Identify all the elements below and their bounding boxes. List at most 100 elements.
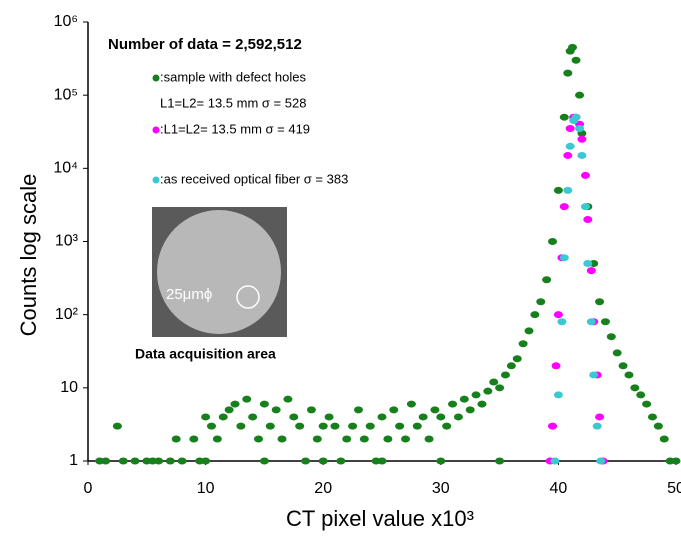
point bbox=[577, 151, 587, 159]
x-tick-label: 0 bbox=[84, 480, 93, 497]
point bbox=[580, 203, 590, 211]
point bbox=[289, 413, 299, 421]
point bbox=[424, 435, 434, 443]
point bbox=[506, 362, 516, 370]
inset-caption: Data acquisition area bbox=[135, 346, 276, 362]
x-axis-label: CT pixel value x10³ bbox=[286, 506, 474, 531]
point bbox=[259, 400, 269, 408]
point bbox=[295, 422, 305, 430]
point bbox=[565, 125, 575, 133]
point bbox=[548, 238, 558, 245]
point bbox=[580, 171, 590, 179]
point bbox=[636, 391, 646, 399]
point bbox=[118, 457, 128, 465]
point bbox=[536, 298, 546, 306]
point bbox=[259, 457, 269, 465]
point bbox=[218, 413, 228, 421]
point bbox=[465, 406, 475, 414]
point bbox=[592, 422, 602, 430]
legend-marker bbox=[152, 176, 160, 184]
y-tick-label: 10⁵ bbox=[54, 86, 78, 103]
x-tick-label: 30 bbox=[432, 480, 450, 497]
legend-label: :L1=L2= 13.5 mm σ = 419 bbox=[160, 121, 310, 136]
point bbox=[201, 457, 211, 465]
point bbox=[630, 384, 640, 392]
point bbox=[575, 125, 585, 133]
point bbox=[586, 318, 596, 326]
point bbox=[563, 69, 573, 77]
point bbox=[559, 254, 569, 262]
point bbox=[448, 400, 458, 408]
point bbox=[583, 215, 593, 223]
point bbox=[365, 422, 375, 430]
point bbox=[377, 457, 387, 465]
point bbox=[336, 457, 346, 465]
x-tick-label: 20 bbox=[314, 480, 332, 497]
point bbox=[575, 91, 585, 99]
point bbox=[359, 435, 369, 443]
point bbox=[571, 56, 581, 64]
point bbox=[418, 413, 428, 421]
x-tick-label: 50 bbox=[667, 480, 681, 497]
point bbox=[606, 333, 616, 341]
point bbox=[377, 413, 387, 421]
point bbox=[101, 457, 111, 465]
count-note: Number of data = 2,592,512 bbox=[108, 36, 302, 53]
point bbox=[647, 413, 657, 421]
point bbox=[236, 422, 246, 430]
point bbox=[430, 406, 440, 414]
point bbox=[171, 435, 181, 443]
point bbox=[389, 406, 399, 414]
point bbox=[559, 113, 569, 121]
point bbox=[412, 422, 422, 430]
point bbox=[442, 422, 452, 430]
point bbox=[577, 135, 587, 143]
point bbox=[495, 384, 505, 392]
point bbox=[642, 400, 652, 408]
y-tick-label: 10⁴ bbox=[53, 160, 78, 177]
point bbox=[242, 395, 252, 403]
point bbox=[586, 267, 596, 275]
point bbox=[254, 435, 264, 443]
point bbox=[453, 413, 463, 421]
fiber-section bbox=[157, 210, 281, 334]
inset-label: 25μmϕ bbox=[166, 286, 212, 303]
point bbox=[563, 186, 573, 194]
point bbox=[342, 435, 352, 443]
point bbox=[612, 349, 622, 357]
y-tick-label: 10 bbox=[60, 379, 78, 396]
point bbox=[489, 378, 499, 386]
legend-marker bbox=[152, 126, 160, 134]
point bbox=[500, 371, 510, 379]
point bbox=[659, 435, 669, 443]
y-tick-label: 10² bbox=[55, 306, 79, 323]
point bbox=[318, 422, 328, 430]
point bbox=[618, 362, 628, 370]
point bbox=[595, 298, 605, 306]
point bbox=[301, 457, 311, 465]
point bbox=[406, 400, 416, 408]
point bbox=[600, 318, 610, 326]
point bbox=[395, 422, 405, 430]
point bbox=[551, 362, 561, 370]
point bbox=[565, 142, 575, 150]
point bbox=[583, 260, 593, 268]
point bbox=[559, 203, 569, 211]
point bbox=[548, 422, 558, 430]
legend-label: :sample with defect holes bbox=[160, 69, 306, 84]
point bbox=[201, 413, 211, 421]
point bbox=[318, 457, 328, 465]
point bbox=[154, 457, 164, 465]
y-tick-label: 10³ bbox=[55, 233, 79, 250]
legend-marker bbox=[152, 74, 160, 82]
point bbox=[189, 435, 199, 443]
point bbox=[271, 406, 281, 414]
point bbox=[477, 400, 487, 408]
point bbox=[553, 311, 563, 319]
point bbox=[553, 391, 563, 399]
point bbox=[353, 406, 363, 414]
inset: 25μmϕ bbox=[152, 207, 287, 337]
point bbox=[130, 457, 140, 465]
point bbox=[550, 457, 560, 465]
